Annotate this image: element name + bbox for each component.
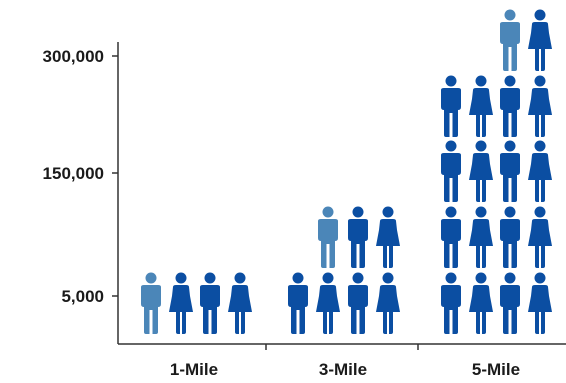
female-person-icon	[469, 140, 493, 202]
y-tick-label-300000: 300,000	[43, 47, 104, 66]
female-person-icon	[469, 75, 493, 137]
female-person-icon	[528, 140, 552, 202]
y-tick-label-5000: 5,000	[61, 287, 104, 306]
female-person-icon	[528, 206, 552, 268]
x-label-5-mile: 5-Mile	[472, 360, 520, 379]
x-label-1-mile: 1-Mile	[170, 360, 218, 379]
female-person-icon	[376, 206, 400, 268]
male-person-icon	[441, 75, 461, 137]
male-person-icon	[441, 140, 461, 202]
male-person-icon	[200, 272, 220, 334]
female-person-icon	[376, 272, 400, 334]
female-person-icon	[316, 272, 340, 334]
male-person-icon	[318, 206, 338, 268]
axes	[112, 42, 566, 350]
female-person-icon	[469, 206, 493, 268]
female-person-icon	[528, 75, 552, 137]
male-person-icon	[500, 9, 520, 71]
male-person-icon	[500, 272, 520, 334]
female-person-icon	[528, 9, 552, 71]
female-person-icon	[169, 272, 193, 334]
icon-grid	[141, 9, 552, 334]
male-person-icon	[288, 272, 308, 334]
male-person-icon	[441, 206, 461, 268]
male-person-icon	[141, 272, 161, 334]
male-person-icon	[500, 206, 520, 268]
x-label-3-mile: 3-Mile	[319, 360, 367, 379]
female-person-icon	[528, 272, 552, 334]
female-person-icon	[469, 272, 493, 334]
male-person-icon	[441, 272, 461, 334]
male-person-icon	[500, 140, 520, 202]
female-person-icon	[228, 272, 252, 334]
male-person-icon	[348, 272, 368, 334]
y-tick-label-150000: 150,000	[43, 164, 104, 183]
male-person-icon	[348, 206, 368, 268]
male-person-icon	[500, 75, 520, 137]
